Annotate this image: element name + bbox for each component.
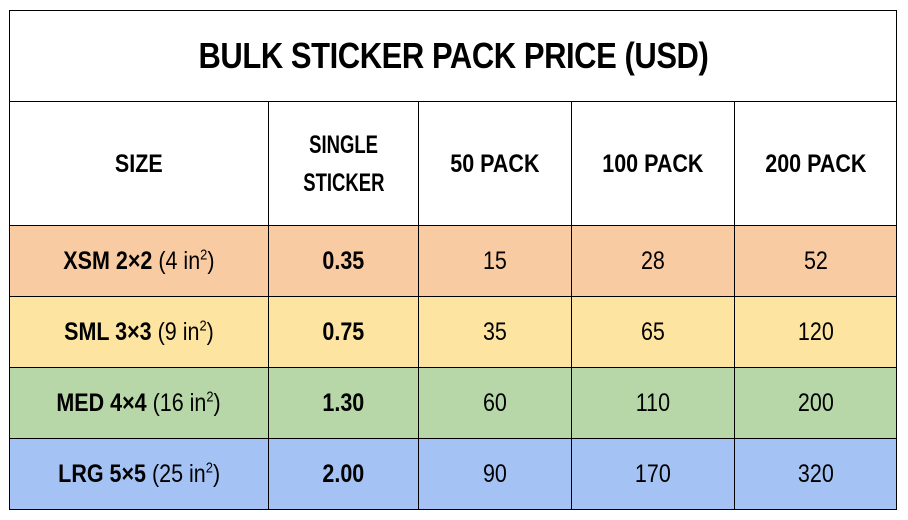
table-row: SML 3×3 (9 in2) 0.75 35 65 120 bbox=[9, 296, 898, 368]
pack50-price-cell: 15 bbox=[418, 225, 572, 297]
single-price-cell: 0.75 bbox=[268, 296, 419, 368]
single-price-cell: 1.30 bbox=[268, 367, 419, 439]
single-price-cell: 2.00 bbox=[268, 438, 419, 510]
pack100-price-cell: 65 bbox=[571, 296, 735, 368]
header-row: SIZE SINGLE STICKER 50 PACK 100 PACK 200 … bbox=[9, 101, 898, 226]
size-cell: XSM 2×2 (4 in2) bbox=[9, 225, 269, 297]
header-200-pack: 200 PACK bbox=[733, 101, 898, 226]
size-cell: SML 3×3 (9 in2) bbox=[9, 296, 269, 368]
pack50-price-cell: 35 bbox=[418, 296, 572, 368]
header-single-sticker: SINGLE STICKER bbox=[268, 101, 419, 226]
pack200-price-cell: 320 bbox=[733, 438, 898, 510]
size-cell: LRG 5×5 (25 in2) bbox=[9, 438, 269, 510]
pack200-price-cell: 120 bbox=[733, 296, 898, 368]
header-100-pack: 100 PACK bbox=[571, 101, 735, 226]
single-price-cell: 0.35 bbox=[268, 225, 419, 297]
pack50-price-cell: 90 bbox=[418, 438, 572, 510]
pack200-price-cell: 200 bbox=[733, 367, 898, 439]
header-50-pack: 50 PACK bbox=[418, 101, 572, 226]
price-table: BULK STICKER PACK PRICE (USD) SIZE SINGL… bbox=[8, 10, 898, 510]
header-size: SIZE bbox=[9, 101, 269, 226]
title-row: BULK STICKER PACK PRICE (USD) bbox=[8, 10, 898, 102]
table-row: XSM 2×2 (4 in2) 0.35 15 28 52 bbox=[9, 225, 898, 297]
size-cell: MED 4×4 (16 in2) bbox=[9, 367, 269, 439]
pack200-price-cell: 52 bbox=[733, 225, 898, 297]
table-row: MED 4×4 (16 in2) 1.30 60 110 200 bbox=[9, 367, 898, 439]
pack50-price-cell: 60 bbox=[418, 367, 572, 439]
pack100-price-cell: 28 bbox=[571, 225, 735, 297]
pack100-price-cell: 170 bbox=[571, 438, 735, 510]
table-title: BULK STICKER PACK PRICE (USD) bbox=[8, 10, 898, 102]
price-table-container: BULK STICKER PACK PRICE (USD) SIZE SINGL… bbox=[8, 10, 898, 510]
table-row: LRG 5×5 (25 in2) 2.00 90 170 320 bbox=[9, 438, 898, 510]
pack100-price-cell: 110 bbox=[571, 367, 735, 439]
